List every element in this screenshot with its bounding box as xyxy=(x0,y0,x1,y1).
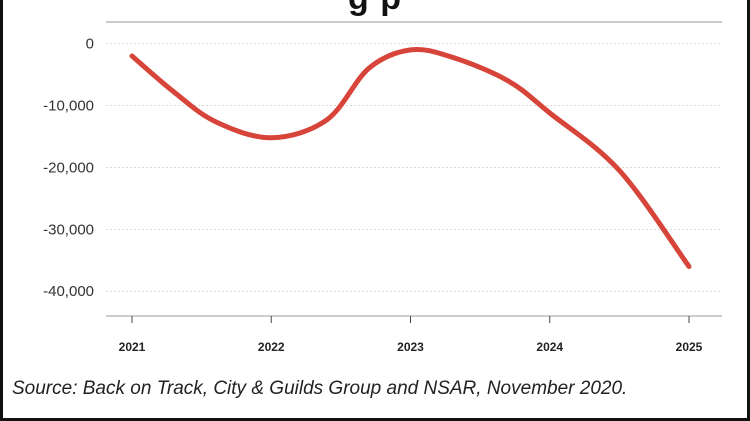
x-tick-label: 2025 xyxy=(676,340,703,354)
series-line xyxy=(129,46,692,269)
frame-border-left xyxy=(0,0,3,421)
x-tick-label: 2022 xyxy=(258,340,285,354)
grid-lines xyxy=(106,43,722,292)
frame-border-bottom xyxy=(0,418,750,421)
y-tick-label: -40,000 xyxy=(43,283,94,300)
x-tick-label: 2024 xyxy=(536,340,563,354)
y-tick-label: 0 xyxy=(86,36,94,53)
frame-border-right xyxy=(747,0,750,421)
y-tick-label: -30,000 xyxy=(43,221,94,238)
x-tick-label: 2023 xyxy=(397,340,424,354)
y-tick-label: -20,000 xyxy=(43,159,94,176)
chart-title-fragment: g p xyxy=(0,0,750,18)
x-tick-label: 2021 xyxy=(119,340,146,354)
source-note: Source: Back on Track, City & Guilds Gro… xyxy=(12,378,628,399)
y-axis-ticks: 0 -10,000 -20,000 -30,000 -40,000 xyxy=(43,36,94,301)
y-tick-label: -10,000 xyxy=(43,98,94,115)
x-axis-ticks: 2021 2022 2023 2024 2025 xyxy=(119,316,703,354)
